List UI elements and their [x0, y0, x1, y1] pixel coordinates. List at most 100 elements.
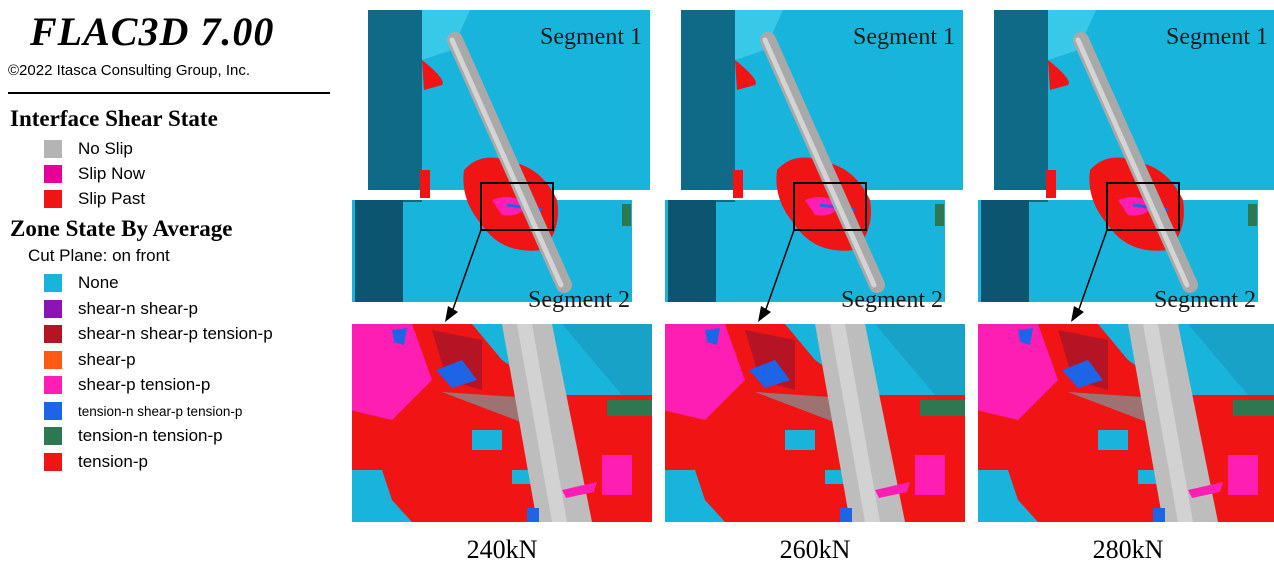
zoom-arrow-head: [1071, 306, 1084, 322]
zoom-view: [976, 324, 1274, 522]
zoom-cyan-corner: [976, 470, 1038, 522]
tunnel-wall-lower: [668, 200, 716, 302]
zoom-blue-patch: [1062, 360, 1103, 388]
panel-svg: Segment 1 Segment 2: [663, 10, 966, 522]
wall-yield-patch: [733, 170, 743, 198]
zoom-slip-strip: [1188, 482, 1223, 498]
tunnel-wall-upper: [994, 10, 1048, 202]
interface-legend-swatch: [44, 165, 62, 183]
app-title: FLAC3D 7.00: [30, 9, 275, 54]
segment-2-label: Segment 2: [841, 287, 943, 313]
zoom-green-patch: [1233, 400, 1274, 416]
zoom-plate: [562, 324, 653, 395]
interface-legend-swatch: [44, 140, 62, 158]
copyright-text: ©2022 Itasca Consulting Group, Inc.: [8, 62, 251, 79]
zoom-blue-patch-2: [1018, 328, 1033, 345]
anchor-bar: [447, 32, 572, 293]
zone-legend-swatch: [44, 401, 62, 420]
zoom-blue-patch: [749, 360, 790, 388]
zoom-box: [1106, 182, 1180, 231]
legend-panel: FLAC3D 7.00 ©2022 Itasca Consulting Grou…: [0, 0, 345, 561]
tunnel-wall-lower: [981, 200, 1029, 302]
zone-legend-swatch: [44, 376, 62, 394]
anchor-bar-highlight: [762, 37, 877, 288]
panel-svg: Segment 1 Segment 2: [976, 10, 1274, 522]
top-view: Segment 1 Segment 2: [352, 10, 652, 322]
zone-legend-label: tension-n tension-p: [78, 426, 223, 445]
green-patch: [935, 204, 944, 226]
zoom-box: [793, 182, 867, 231]
zoom-anchor-highlight: [1143, 324, 1193, 522]
wall-yield-patch: [1046, 170, 1056, 198]
zone-legend-label: shear-p: [78, 349, 136, 369]
zoom-green-patch: [607, 400, 653, 416]
anchor-bar-highlight: [1075, 37, 1190, 288]
zone-legend-swatch: [44, 350, 62, 369]
zoom-shear-tension-zone: [663, 324, 745, 420]
zoom-slip-strip: [562, 482, 597, 498]
tunnel-wall-lower: [355, 200, 403, 302]
zoom-blue-patch: [436, 360, 477, 388]
legend-divider: [8, 92, 330, 94]
zone-legend-swatch: [44, 427, 62, 445]
zone-legend-swatch: [44, 274, 62, 292]
interface-legend-label: Slip Now: [78, 164, 146, 183]
interface-legend-title: Interface Shear State: [10, 106, 218, 131]
yield-patch-small: [1048, 60, 1069, 90]
zoom-arrow-head: [445, 306, 458, 322]
zone-legend-label: None: [78, 273, 119, 292]
plate-surface: [1048, 10, 1096, 60]
segment-2-label: Segment 2: [1154, 287, 1256, 313]
zoom-blue-bottom: [1153, 508, 1165, 522]
zoom-slip-strip: [875, 482, 910, 498]
zoom-view: [663, 324, 966, 522]
segment-gap: [632, 200, 652, 302]
zoom-pink-patch: [915, 455, 945, 495]
zone-legend-swatch: [44, 299, 62, 318]
yield-patch-small: [422, 60, 443, 90]
model-panel: Segment 1 Segment 2 280kN: [976, 0, 1274, 564]
segment-1-label: Segment 1: [1166, 24, 1268, 50]
zone-legend-label: tension-n shear-p tension-p: [78, 403, 243, 419]
top-view: Segment 1 Segment 2: [665, 10, 965, 322]
zoom-arrow-line: [764, 229, 795, 313]
zoom-blue-bottom: [527, 508, 539, 522]
zone-legend-label: tension-p: [78, 451, 148, 471]
zone-legend-subtitle: Cut Plane: on front: [28, 246, 170, 265]
panel-svg: Segment 1 Segment 2: [350, 10, 653, 522]
zoom-arrow-line: [1077, 229, 1108, 313]
segment-1-label: Segment 1: [540, 24, 642, 50]
load-label: 260kN: [779, 535, 851, 564]
interface-legend-label: Slip Past: [78, 189, 146, 208]
zoom-arrow-line: [451, 229, 482, 313]
plate-surface: [422, 10, 470, 60]
zoom-cyan-corner: [350, 470, 412, 522]
zoom-cyan-corner: [663, 470, 725, 522]
zoom-cyan-patch: [785, 430, 815, 450]
model-panel: Segment 1 Segment 2 260kN: [663, 0, 966, 564]
zoom-cyan-patch: [472, 430, 502, 450]
green-patch: [622, 204, 631, 226]
tunnel-wall-upper: [368, 10, 422, 202]
green-patch: [1248, 204, 1257, 226]
yield-patch-small: [735, 60, 756, 90]
zoom-green-patch: [920, 400, 966, 416]
zone-legend-label: shear-p tension-p: [78, 375, 211, 394]
top-view: Segment 1 Segment 2: [978, 10, 1274, 322]
zoom-shear-tension-zone: [350, 324, 432, 420]
zoom-blue-patch-2: [705, 328, 720, 345]
zoom-shear-tension-zone: [976, 324, 1058, 420]
zoom-box: [480, 182, 554, 231]
zoom-pink-patch: [602, 455, 632, 495]
segment-gap: [945, 200, 965, 302]
zoom-anchor-highlight: [830, 324, 880, 522]
zoom-cyan-patch: [1098, 430, 1128, 450]
interface-legend-swatch: [44, 190, 62, 208]
segment-1-label: Segment 1: [853, 24, 955, 50]
anchor-bar-highlight: [449, 37, 564, 288]
zoom-plate: [1188, 324, 1274, 395]
zone-legend-title: Zone State By Average: [10, 216, 233, 241]
zone-legend-swatch: [44, 325, 62, 343]
zone-legend-label: shear-n shear-p: [78, 298, 199, 318]
tunnel-wall-upper: [681, 10, 735, 202]
